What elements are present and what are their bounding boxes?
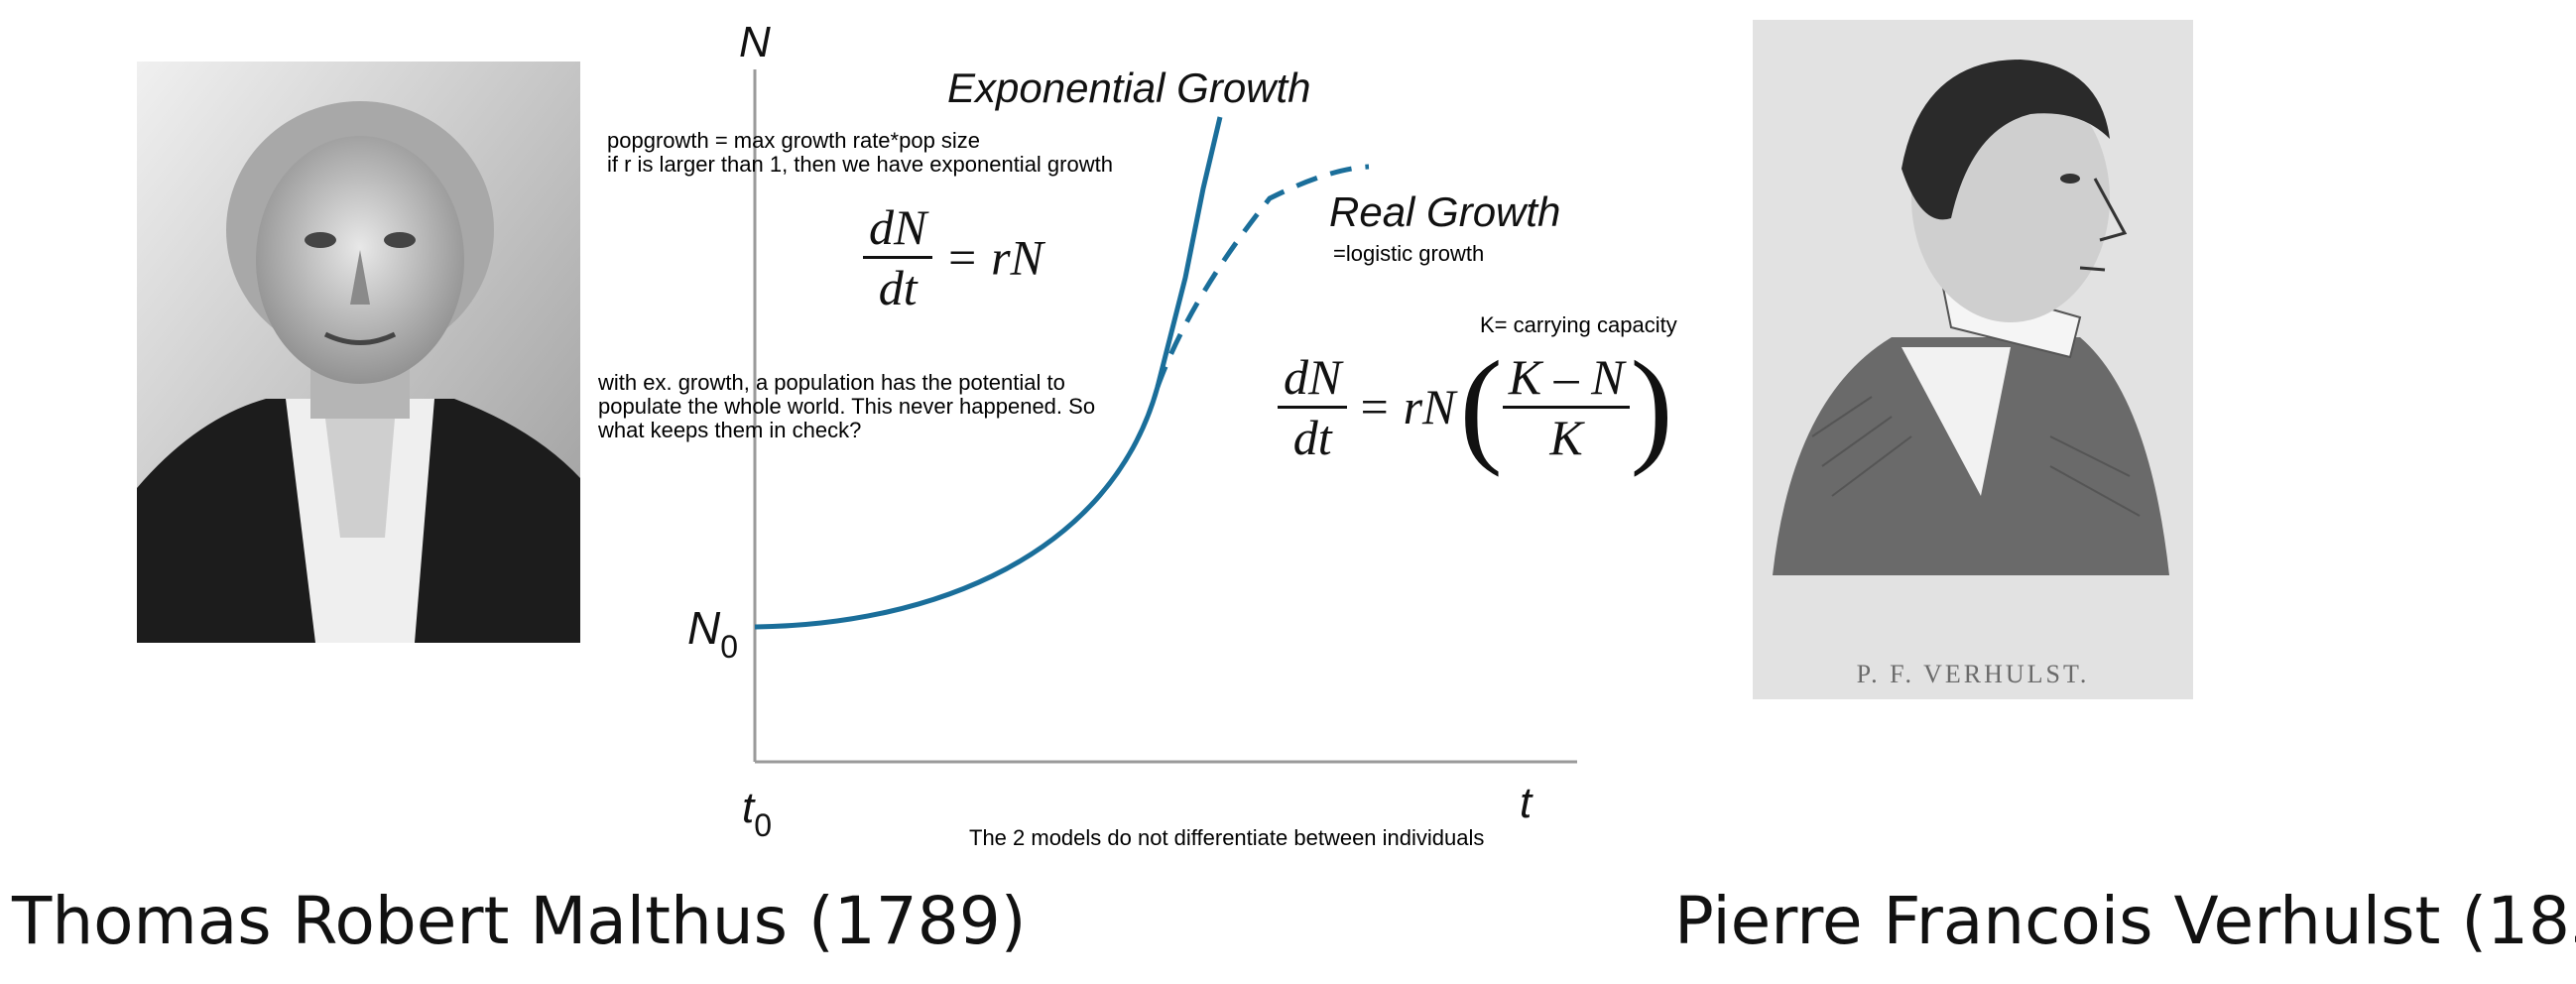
logistic-note: =logistic growth [1333, 241, 1485, 266]
log-den: dt [1292, 409, 1332, 465]
exp-den: dt [878, 260, 918, 315]
log-mid: = rN [1357, 379, 1456, 434]
log-inner-fraction: K – N K [1502, 348, 1631, 466]
exponential-growth-label: Exponential Growth [947, 64, 1311, 111]
verhulst-caption: Pierre Francois Verhulst (1838) [1674, 883, 2576, 959]
exp-num: dN [863, 198, 933, 259]
y-axis-label: N [739, 18, 771, 66]
log-derivative: dN dt [1278, 348, 1348, 466]
exp-rhs: = rN [944, 229, 1043, 286]
real-growth-label: Real Growth [1329, 188, 1561, 235]
y-origin-label: N0 [687, 601, 738, 665]
popgrowth-note: popgrowth = max growth rate*pop size if … [607, 128, 1113, 177]
right-paren: ) [1630, 335, 1673, 478]
engraving-label: P. F. VERHULST. [1856, 660, 2090, 688]
verhulst-portrait-art [1753, 20, 2193, 699]
verhulst-portrait: P. F. VERHULST. [1753, 20, 2193, 699]
exp-derivative: dN dt [863, 198, 933, 316]
exponential-curve [754, 116, 1223, 630]
malthus-portrait-art [137, 62, 580, 643]
malthus-caption: Thomas Robert Malthus (1789) [12, 883, 1027, 959]
malthus-portrait [137, 62, 580, 643]
real-growth-curve [1155, 164, 1370, 388]
exponential-formula: dN dt = rN [863, 198, 1043, 316]
carrying-capacity-note: K= carrying capacity [1480, 312, 1677, 337]
models-note: The 2 models do not differentiate betwee… [969, 825, 1485, 850]
x-origin-label: t0 [742, 784, 772, 843]
log-num: dN [1278, 348, 1348, 409]
log-inner-den: K [1549, 409, 1583, 465]
potential-note: with ex. growth, a population has the po… [598, 370, 1096, 442]
x-origin-subscript: 0 [754, 807, 773, 843]
logistic-formula: dN dt = rN ( K – N K ) [1278, 342, 1673, 471]
y-origin-subscript: 0 [720, 629, 739, 665]
x-origin-letter: t [742, 784, 755, 832]
log-inner-num: K – N [1502, 348, 1631, 409]
x-axis-label: t [1520, 779, 1533, 827]
left-paren: ( [1459, 335, 1503, 478]
y-origin-letter: N [687, 602, 721, 654]
growth-graph [753, 69, 1577, 764]
